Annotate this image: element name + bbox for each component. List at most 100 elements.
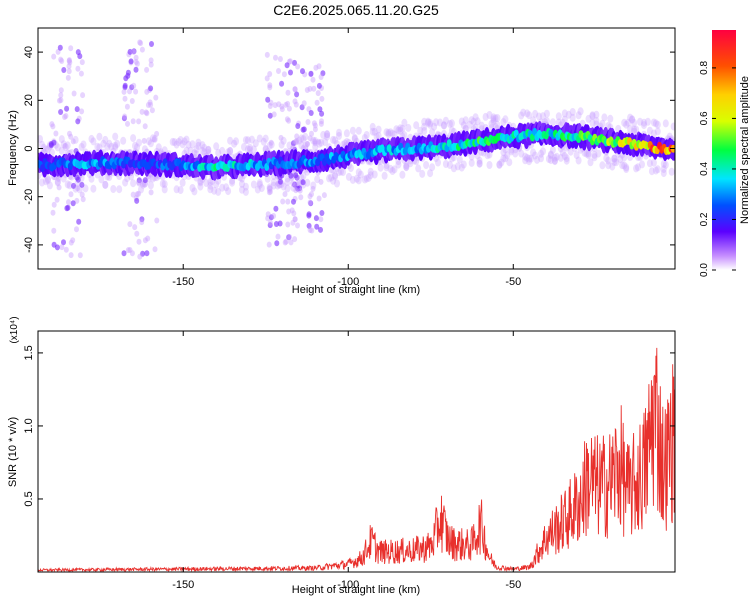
spectrogram-halo-cell [478,121,485,130]
spectrogram-halo-cell [652,166,659,175]
spectrogram-halo-cell [476,159,483,168]
spectrogram-noise-cell [50,123,56,130]
spectrogram-halo-cell [641,121,647,130]
spectrogram-noise-cell [68,191,74,198]
spectrogram-noise-cell [314,223,320,230]
spectrogram-halo-cell [324,130,331,139]
spectrogram-halo-cell [300,172,307,180]
spectrogram-noise-cell [285,221,291,228]
spectrogram-noise-cell [140,250,146,257]
spectrogram-halo-cell [431,122,438,131]
spectrogram-halo-cell [106,139,113,148]
spectrogram-halo-cell [244,145,251,154]
spectrogram-halo-cell [244,136,251,145]
spectrogram-noise-cell [50,209,56,216]
spectrogram-halo-cell [207,181,214,190]
spectrogram-halo-cell [357,170,364,179]
spectrogram-noise-cell [287,234,293,240]
spectrogram-halo-cell [569,113,576,122]
spectrogram-noise-cell [62,143,68,149]
spectrogram-halo-cell [421,127,428,135]
spectrogram-halo-cell [617,155,624,164]
spectrogram-noise-cell [286,117,292,124]
spectrogram-halo-cell [132,141,138,150]
spectrogram-halo-cell [320,130,327,139]
spectrogram-noise-cell [309,191,314,198]
spectrogram-halo-cell [627,113,634,122]
spectrogram-halo-cell [296,136,303,145]
spectrogram-halo-cell [496,160,503,169]
spectrogram-noise-cell [265,215,271,222]
spectrogram-noise-cell [148,189,154,196]
spectrogram-noise-cell [283,101,289,108]
spectrogram-halo-cell [391,165,398,174]
spectrogram-halo-cell [547,150,554,159]
spectrogram-halo-cell [44,175,51,183]
spectrogram-halo-cell [310,136,317,145]
spectrogram-noise-cell [143,109,149,116]
spectrogram-halo-cell [332,136,338,145]
spectrogram-noise-cell [290,180,296,187]
spectrogram-noise-cell [321,192,327,199]
spectrogram-halo-cell [385,130,392,139]
spectrogram-noise-cell [273,54,278,61]
spectrogram-noise-cell [271,111,277,118]
spectrogram-halo-cell [256,180,263,189]
spectrogram-halo-cell [547,156,554,165]
spectrogram-noise-cell [285,100,291,107]
spectrogram-noise-cell [54,196,60,203]
spectrogram-halo-cell [500,118,507,127]
spectrogram-halo-cell [448,119,455,128]
spectrogram-noise-cell [124,103,130,110]
spectrogram-noise-cell [279,103,285,110]
spectrogram-halo-cell [429,163,436,172]
spectrogram-noise-cell [265,96,271,103]
spectrogram-halo-cell [262,134,269,143]
spectrogram-halo-cell [407,159,414,168]
spectrogram-noise-cell [267,71,273,77]
spectrogram-halo-cell [102,135,109,144]
spectrogram-noise-cell [277,220,283,227]
spectrogram-halo-cell [318,138,325,147]
spectrogram-halo-cell [625,118,632,127]
spectrogram-halo-cell [534,155,540,164]
snr-x-tick-label: -150 [172,579,194,591]
spectrogram-noise-cell [319,95,325,102]
spectrogram-halo-cell [629,115,636,124]
spectrogram-noise-cell [71,182,76,189]
spectrogram-halo-cell [312,142,319,151]
spectrogram-halo-cell [654,165,661,174]
spectrogram-halo-cell [199,146,206,155]
spectrogram-noise-cell [139,219,145,226]
spectrogram-halo-cell [387,128,394,137]
spectrogram-noise-cell [66,63,72,70]
spectrogram-halo-cell [195,141,202,150]
spectrogram-noise-cell [301,126,307,133]
spectrogram-halo-cell [338,167,344,176]
spectrogram-halo-cell [468,116,475,125]
spectrogram-noise-cell [127,88,132,95]
spectrogram-noise-cell [297,185,303,192]
spectrogram-halo-cell [252,139,259,148]
spectrogram-halo-cell [316,139,323,148]
spectrogram-halo-cell [492,114,499,123]
spectrogram-noise-cell [139,46,145,53]
spectrogram-halo-cell [345,172,352,181]
spectrogram-halo-cell [476,159,483,168]
spectrogram-halo-cell [506,158,513,167]
spectrogram-halo-cell [88,174,95,183]
spectrogram-halo-cell [351,133,358,142]
spectrogram-halo-cell [136,138,142,147]
spectrogram-noise-cell [129,98,135,104]
spectrogram-noise-cell [136,179,142,186]
figure-title: C2E6.2025.065.11.20.G25 [273,2,439,18]
spectrogram-halo-cell [538,149,544,158]
spectrogram-halo-cell [149,174,156,183]
spectrogram-halo-cell [627,125,634,133]
spectrogram-halo-cell [58,135,65,144]
spectrogram-halo-cell [623,120,630,129]
spectrogram-halo-cell [130,179,137,188]
spectrogram-halo-cell [567,147,574,156]
spectrogram-halo-cell [353,174,360,183]
spectrogram-halo-cell [595,149,602,158]
